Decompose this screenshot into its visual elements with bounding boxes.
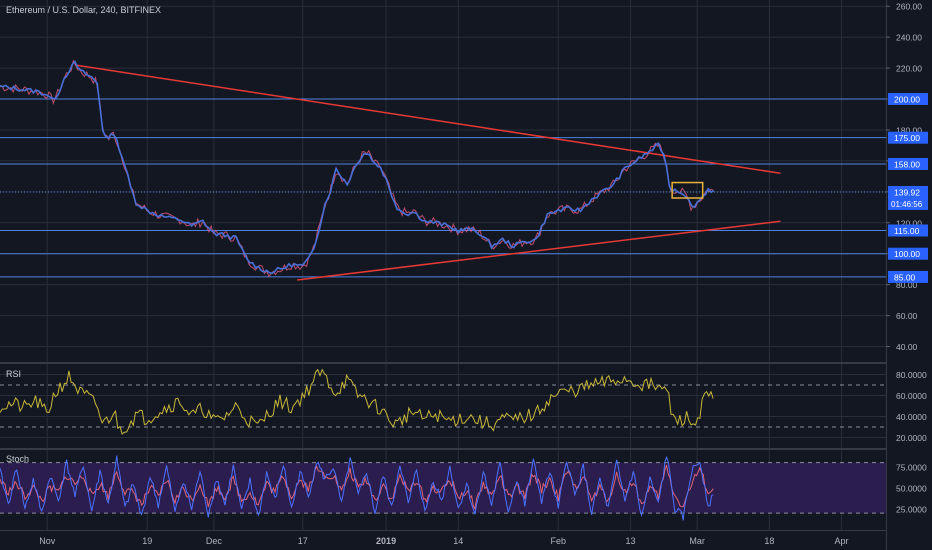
time-axis-label: 14 [453,536,463,546]
level-tag[interactable] [888,247,928,260]
rsi-title: RSI [6,369,21,379]
rsi-line[interactable] [0,368,714,435]
countdown-label: 01:46:56 [891,200,923,209]
level-tag-label: 158.00 [894,159,920,169]
price-tick-label: 80.00 [896,280,918,290]
time-axis-label: Nov [39,536,56,546]
time-axis-label: 19 [142,536,152,546]
rsi-tick-label: 80.0000 [896,370,927,380]
level-tag[interactable] [888,224,928,237]
price-tick-label: 240.00 [896,33,922,43]
time-axis-label: Apr [835,536,849,546]
stoch-title: Stoch [6,454,29,464]
stoch-tick-label: 75.0000 [896,462,927,472]
time-axis-label: Feb [551,536,567,546]
stoch-tick-label: 50.0000 [896,483,927,493]
time-axis-label: Dec [206,536,223,546]
level-tag-label: 115.00 [894,226,920,236]
stoch-pane[interactable]: Stoch [0,454,886,521]
stoch-d-line[interactable] [0,464,714,511]
price-tick-label: 120.00 [896,218,922,228]
time-axis-label: 2019 [376,536,396,546]
rsi-tick-label: 40.0000 [896,412,927,422]
time-axis-label: Mar [689,536,705,546]
time-axis-label: 13 [625,536,635,546]
trendline[interactable] [297,220,781,281]
level-tag[interactable] [888,157,928,170]
level-tag[interactable] [888,131,928,144]
price-tick-label: 60.00 [896,311,918,321]
time-axis-label: 18 [764,536,774,546]
level-tag-label: 175.00 [894,133,920,143]
stoch-band [0,462,886,514]
price-tick-label: 40.00 [896,342,918,352]
stoch-tick-label: 25.0000 [896,504,927,514]
price-series[interactable] [0,60,715,275]
price-tick-label: 180.00 [896,125,922,135]
range-box[interactable] [671,181,704,199]
rsi-tick-label: 20.0000 [896,433,927,443]
price-tick-label: 220.00 [896,64,922,74]
current-price-tag[interactable] [888,185,928,210]
price-tick-label: 260.00 [896,2,922,12]
time-axis[interactable]: Nov 19 Dec 17 2019 14 Feb 13 Mar 18 Apr [39,536,848,546]
level-tag-label: 100.00 [894,249,920,259]
level-tag-label: 200.00 [894,95,920,105]
level-tag[interactable] [888,270,928,283]
price-axis[interactable]: 40.0060.0080.00100.00120.00140.00160.001… [886,0,932,550]
price-pane[interactable] [0,59,886,281]
time-axis-label: 17 [298,536,308,546]
level-tag-label: 85.00 [894,272,916,282]
rsi-pane[interactable]: RSI [0,368,886,435]
rsi-tick-label: 60.0000 [896,391,927,401]
chart-title: Ethereum / U.S. Dollar, 240, BITFINEX [6,5,161,15]
current-price-label: 139.92 [894,187,920,197]
stoch-k-line[interactable] [0,455,714,521]
level-tag[interactable] [888,93,928,106]
